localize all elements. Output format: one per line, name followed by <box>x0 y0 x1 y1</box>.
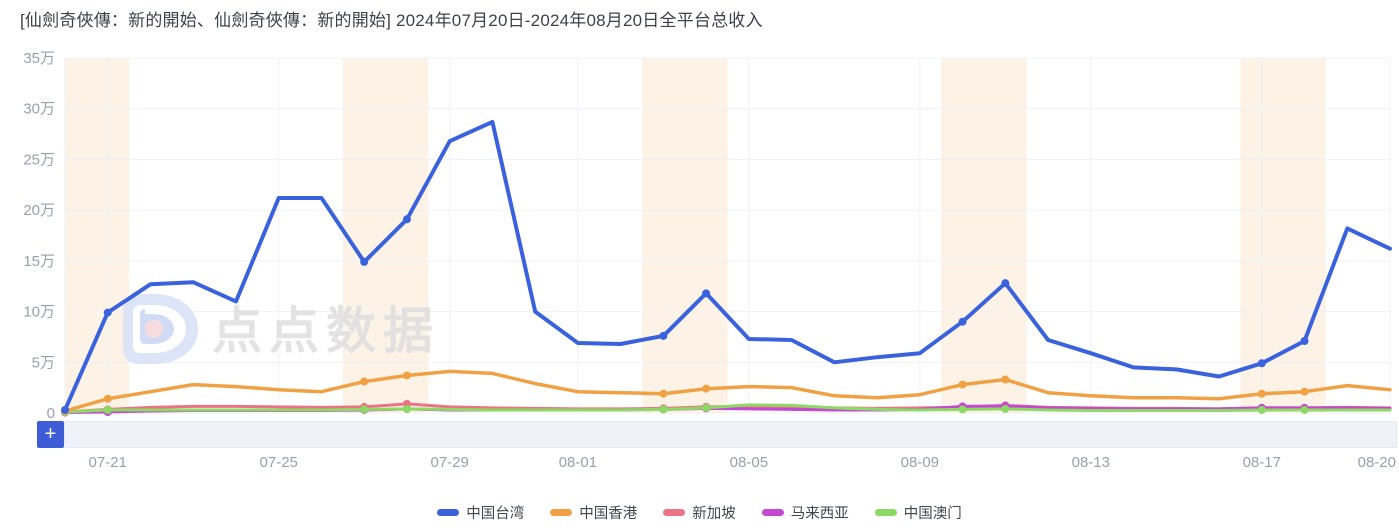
zoom-add-button[interactable]: + <box>37 421 64 448</box>
y-axis-tick-label: 20万 <box>23 202 55 219</box>
legend-item-2[interactable]: 新加坡 <box>663 502 736 523</box>
data-point-dot[interactable] <box>958 380 967 389</box>
x-axis-tick-label: 08-20 <box>1358 454 1396 471</box>
data-point-dot[interactable] <box>1001 279 1010 288</box>
x-axis-tick-label: 08-13 <box>1072 454 1110 471</box>
data-point-dot[interactable] <box>659 389 668 398</box>
data-point-dot[interactable] <box>103 308 112 317</box>
series-line-4 <box>63 403 1392 414</box>
chart-title: [仙劍奇俠傳：新的開始、仙劍奇俠傳：新的開始] 2024年07月20日-2024… <box>20 11 763 30</box>
data-point-dot[interactable] <box>1257 405 1266 414</box>
data-point-dot[interactable] <box>1300 405 1309 414</box>
data-point-dot[interactable] <box>61 405 69 414</box>
data-point-dot[interactable] <box>360 257 369 266</box>
datazoom-slider-track[interactable] <box>64 421 1397 448</box>
data-point-dot[interactable] <box>103 394 112 403</box>
y-axis-tick-label: 30万 <box>23 101 55 118</box>
data-point-dot[interactable] <box>958 317 967 326</box>
data-point-dot[interactable] <box>402 215 411 224</box>
legend-label: 马来西亚 <box>790 505 849 522</box>
legend-swatch <box>663 508 686 516</box>
x-axis-tick-label: 08-05 <box>730 454 768 471</box>
x-axis-tick-label: 08-09 <box>901 454 939 471</box>
legend-label: 新加坡 <box>692 505 736 522</box>
y-axis-tick-label: 35万 <box>23 50 55 67</box>
legend-label: 中国台湾 <box>466 505 525 522</box>
legend-swatch <box>437 508 460 516</box>
legend-item-4[interactable]: 中国澳门 <box>874 502 962 523</box>
data-point-dot[interactable] <box>360 377 369 386</box>
x-axis-tick-label: 08-01 <box>559 454 597 471</box>
data-point-dot[interactable] <box>1257 359 1266 368</box>
weekend-band <box>65 58 130 413</box>
legend-swatch <box>874 508 897 516</box>
data-point-dot[interactable] <box>1001 375 1010 384</box>
y-axis-tick-label: 15万 <box>23 253 55 270</box>
data-point-dot[interactable] <box>1257 389 1266 398</box>
weekend-band <box>642 58 728 413</box>
legend-swatch <box>550 508 573 516</box>
x-axis-tick-label: 07-25 <box>260 454 298 471</box>
y-axis-tick-label: 0 <box>47 405 55 422</box>
watermark-text: 点点数据 <box>212 303 440 359</box>
data-point-dot[interactable] <box>659 331 668 340</box>
data-point-dot[interactable] <box>1001 404 1010 413</box>
legend-item-1[interactable]: 中国香港 <box>550 502 637 523</box>
data-point-dot[interactable] <box>103 405 112 414</box>
data-point-dot[interactable] <box>702 384 711 393</box>
data-point-dot[interactable] <box>402 371 411 380</box>
data-point-dot[interactable] <box>1300 387 1309 396</box>
y-axis-tick-label: 10万 <box>23 304 55 321</box>
data-point-dot[interactable] <box>702 289 711 298</box>
legend-swatch <box>761 508 784 516</box>
legend-item-3[interactable]: 马来西亚 <box>761 502 849 523</box>
legend-item-0[interactable]: 中国台湾 <box>437 502 524 523</box>
data-point-dot[interactable] <box>958 405 967 414</box>
weekend-band <box>1240 58 1326 413</box>
series-line-0 <box>63 119 1392 412</box>
data-point-dot[interactable] <box>659 405 668 414</box>
legend-label: 中国澳门 <box>903 505 962 522</box>
legend: 中国台湾 中国香港 新加坡 马来西亚 中国澳门 <box>0 500 1399 524</box>
diandian-logo-dot <box>145 320 163 338</box>
data-point-dot[interactable] <box>402 404 411 413</box>
series-line-1 <box>63 369 1392 413</box>
x-axis-tick-label: 07-21 <box>89 454 127 471</box>
x-axis-tick-label: 08-17 <box>1243 454 1281 471</box>
data-point-dot[interactable] <box>1300 336 1309 345</box>
y-axis-tick-label: 5万 <box>32 354 55 371</box>
weekend-band <box>941 58 1027 413</box>
data-point-dot[interactable] <box>360 405 369 414</box>
y-axis-tick-label: 25万 <box>23 151 55 168</box>
x-axis-tick-label: 07-29 <box>430 454 468 471</box>
weekend-band <box>342 58 429 413</box>
data-point-dot[interactable] <box>702 403 711 412</box>
watermark: 点点数据 <box>123 294 440 364</box>
legend-label: 中国香港 <box>579 505 638 522</box>
